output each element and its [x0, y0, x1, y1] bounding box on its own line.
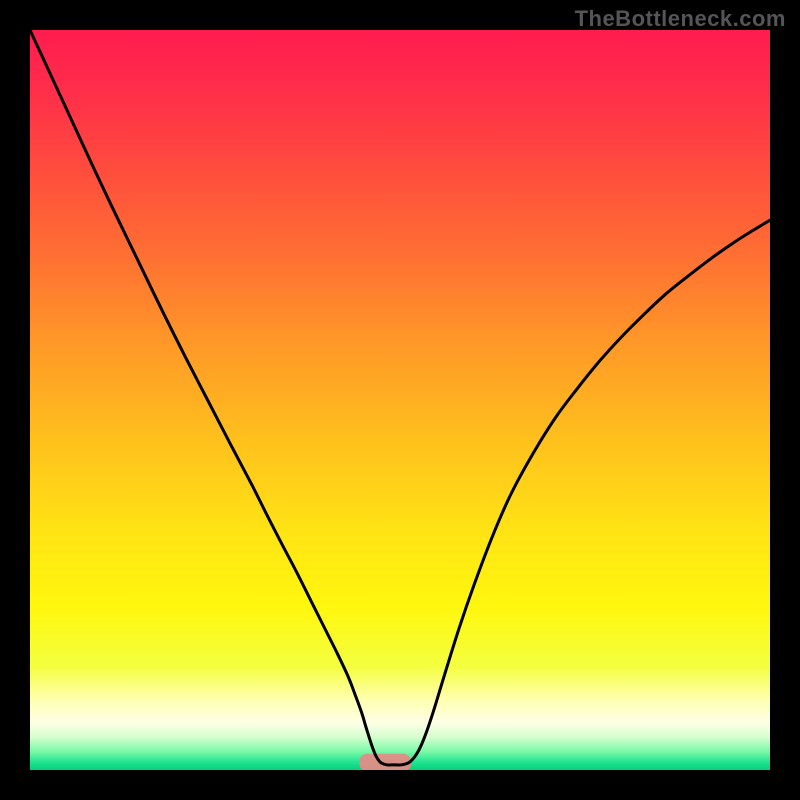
chart-plot-area [30, 30, 770, 770]
watermark-text: TheBottleneck.com [575, 6, 786, 32]
chart-frame: TheBottleneck.com [0, 0, 800, 800]
chart-background [30, 30, 770, 770]
chart-svg [30, 30, 770, 770]
marker-pill [359, 754, 411, 770]
